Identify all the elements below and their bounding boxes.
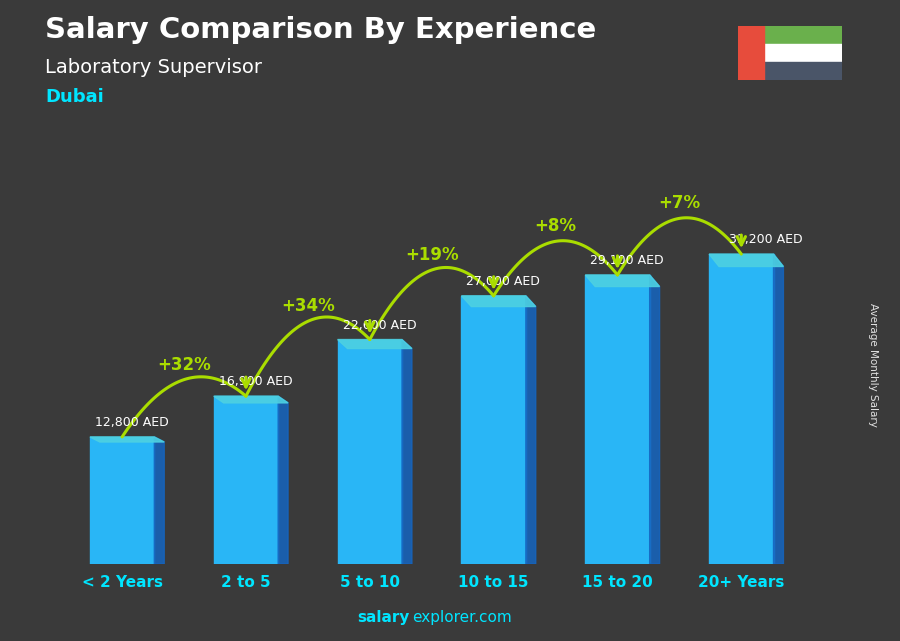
Text: +7%: +7%: [658, 194, 700, 212]
Polygon shape: [338, 340, 412, 349]
Polygon shape: [650, 275, 660, 564]
Text: Dubai: Dubai: [45, 88, 104, 106]
Polygon shape: [214, 396, 288, 403]
Text: salary: salary: [357, 610, 410, 625]
Text: +19%: +19%: [405, 246, 458, 264]
Text: Laboratory Supervisor: Laboratory Supervisor: [45, 58, 262, 77]
Text: 29,100 AED: 29,100 AED: [590, 254, 664, 267]
Bar: [738, 44, 842, 62]
Polygon shape: [90, 437, 164, 442]
Polygon shape: [585, 275, 660, 287]
Bar: [90, 437, 154, 564]
Text: Average Monthly Salary: Average Monthly Salary: [868, 303, 878, 428]
Bar: [585, 275, 650, 564]
Bar: [462, 296, 526, 564]
Text: explorer.com: explorer.com: [412, 610, 512, 625]
Bar: [738, 26, 764, 80]
Text: 27,000 AED: 27,000 AED: [466, 275, 540, 288]
Bar: [738, 62, 842, 80]
Text: +8%: +8%: [535, 217, 577, 235]
Polygon shape: [773, 254, 783, 564]
Polygon shape: [402, 340, 412, 564]
Polygon shape: [154, 437, 164, 564]
Polygon shape: [709, 254, 783, 267]
Bar: [214, 396, 278, 564]
Polygon shape: [278, 396, 288, 564]
Text: 31,200 AED: 31,200 AED: [729, 233, 803, 246]
Text: 12,800 AED: 12,800 AED: [94, 416, 168, 429]
Bar: [709, 254, 773, 564]
Text: +34%: +34%: [281, 297, 335, 315]
Bar: [738, 26, 842, 44]
Polygon shape: [526, 296, 536, 564]
Text: 22,600 AED: 22,600 AED: [343, 319, 416, 331]
Text: +32%: +32%: [158, 356, 211, 374]
Polygon shape: [462, 296, 536, 306]
Text: Salary Comparison By Experience: Salary Comparison By Experience: [45, 16, 596, 44]
Text: 16,900 AED: 16,900 AED: [219, 375, 292, 388]
Bar: [338, 340, 402, 564]
